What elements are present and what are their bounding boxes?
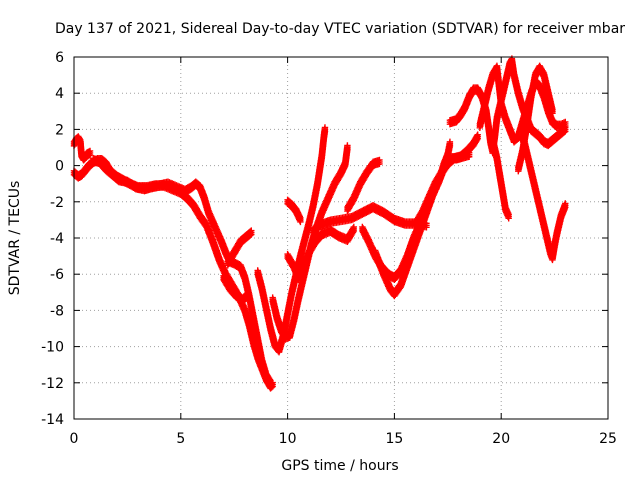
data-series-trace [269,142,351,343]
data-series-trace [90,154,274,388]
data-point-marker [267,381,274,388]
data-series-trace [220,272,251,305]
data-point-marker [86,151,94,159]
data-layer [70,55,569,392]
data-series-trace [284,196,304,226]
chart-title: Day 137 of 2021, Sidereal Day-to-day VTE… [55,21,625,37]
